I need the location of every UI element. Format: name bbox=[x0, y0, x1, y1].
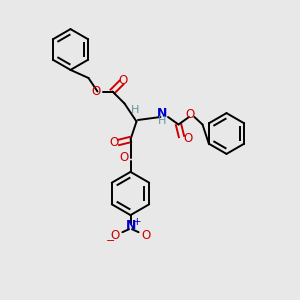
Text: O: O bbox=[110, 229, 119, 242]
Text: O: O bbox=[142, 229, 151, 242]
Text: O: O bbox=[186, 108, 195, 121]
Text: H: H bbox=[131, 105, 139, 115]
Text: O: O bbox=[118, 74, 127, 88]
Text: N: N bbox=[157, 107, 167, 120]
Text: N: N bbox=[126, 219, 136, 232]
Text: O: O bbox=[119, 151, 128, 164]
Text: O: O bbox=[92, 85, 100, 98]
Text: H: H bbox=[158, 116, 166, 126]
Text: −: − bbox=[106, 236, 116, 246]
Text: +: + bbox=[133, 217, 141, 227]
Text: O: O bbox=[184, 132, 193, 146]
Text: O: O bbox=[109, 136, 118, 149]
